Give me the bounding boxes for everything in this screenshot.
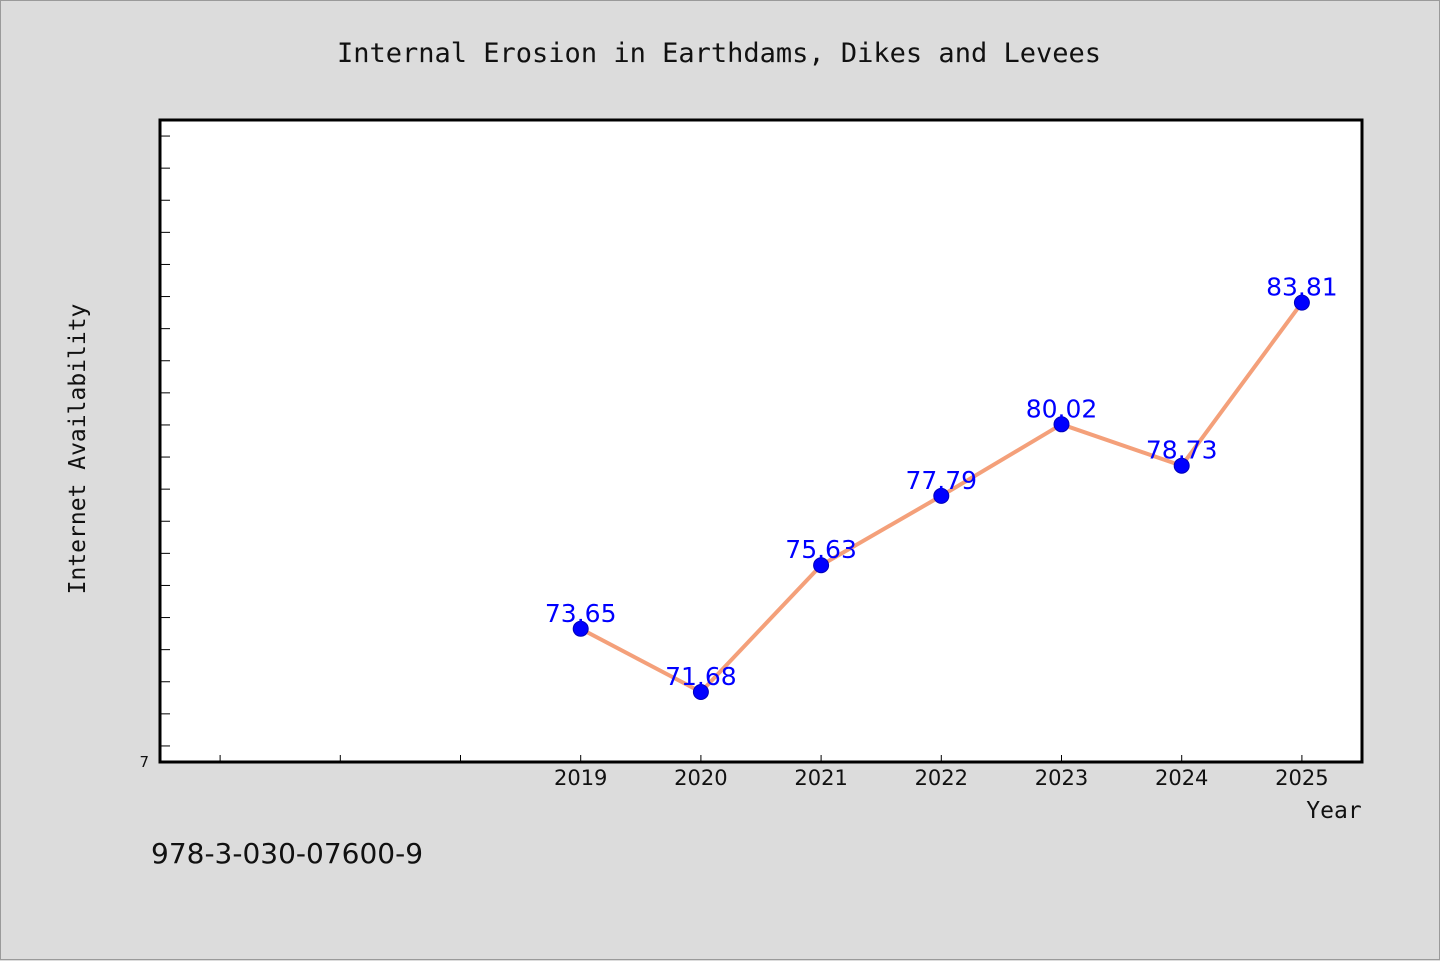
plot-area bbox=[158, 118, 1364, 764]
x-axis-label: Year bbox=[1306, 798, 1361, 824]
data-point-marker bbox=[933, 487, 950, 504]
data-label: 71.68 bbox=[665, 662, 737, 691]
data-label: 83.81 bbox=[1266, 273, 1338, 302]
data-label: 78.73 bbox=[1146, 436, 1218, 465]
series-data-labels-group: 73.65 71.68 75.63 77.79 80.02 78.73 83.81 bbox=[545, 273, 1338, 691]
y-axis-label: Internet Availability bbox=[65, 304, 91, 595]
data-point-marker bbox=[572, 620, 589, 637]
x-tick-label: 2025 bbox=[1275, 766, 1328, 790]
x-tick-label: 2019 bbox=[554, 766, 607, 790]
data-label: 80.02 bbox=[1026, 394, 1098, 423]
data-point-marker bbox=[1293, 294, 1310, 311]
footer-text: 978-3-030-07600-9 bbox=[151, 837, 423, 870]
x-axis-tick-labels: 2019 2020 2021 2022 2023 2024 2025 bbox=[554, 766, 1329, 790]
data-point-marker bbox=[813, 557, 830, 574]
data-point-marker bbox=[1053, 416, 1070, 433]
x-tick-label: 2024 bbox=[1155, 766, 1208, 790]
data-label: 77.79 bbox=[906, 466, 978, 495]
data-point-marker bbox=[692, 684, 709, 701]
data-label: 73.65 bbox=[545, 599, 617, 628]
chart-title: Internal Erosion in Earthdams, Dikes and… bbox=[337, 38, 1101, 69]
x-tick-label: 2023 bbox=[1035, 766, 1088, 790]
data-label: 75.63 bbox=[785, 535, 857, 564]
series-markers-group bbox=[572, 294, 1310, 701]
x-tick-label: 2022 bbox=[915, 766, 968, 790]
x-axis-ticks bbox=[219, 755, 1303, 762]
x-tick-label: 2021 bbox=[794, 766, 847, 790]
y-axis-ticks bbox=[160, 135, 170, 747]
x-tick-label: 2020 bbox=[674, 766, 727, 790]
data-point-marker bbox=[1173, 457, 1190, 474]
y-tick-label: 7 bbox=[139, 753, 149, 771]
